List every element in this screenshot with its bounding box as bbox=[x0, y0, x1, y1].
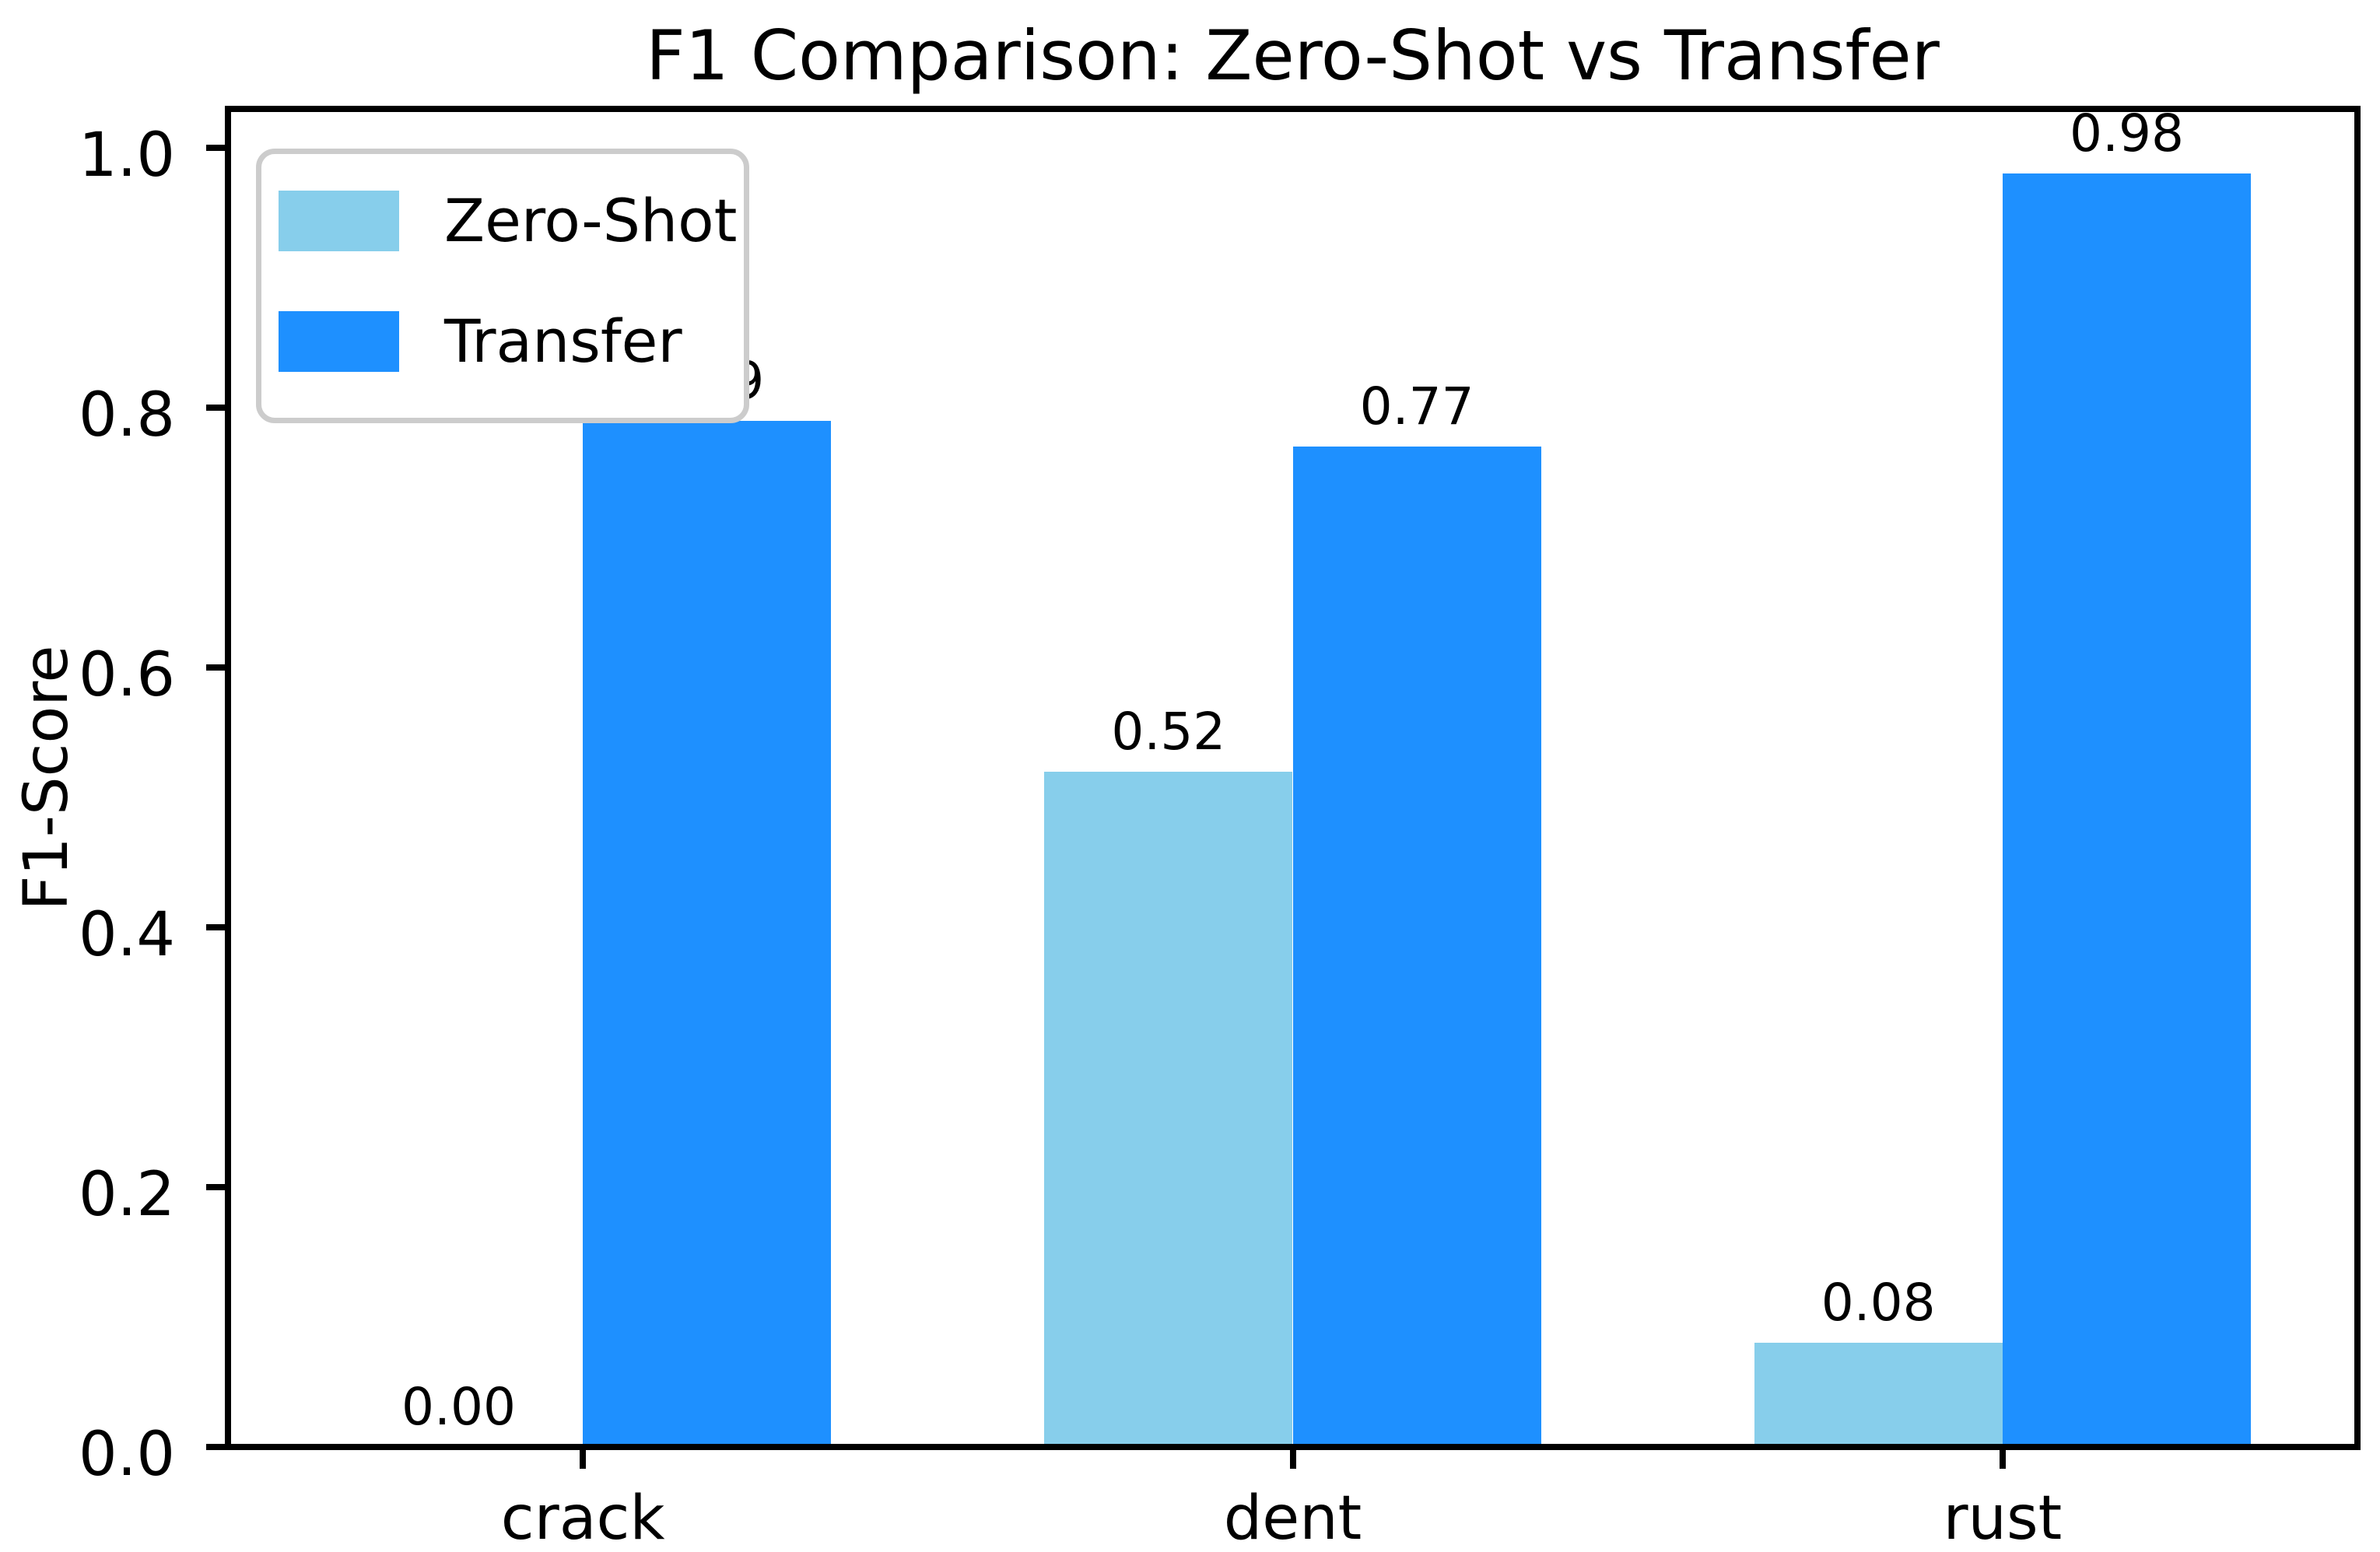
y-tick-label: 0.6 bbox=[78, 640, 175, 711]
bar-transfer-rust bbox=[2002, 173, 2252, 1447]
bar-zero-shot-dent bbox=[1044, 771, 1293, 1447]
legend-label-zero-shot: Zero-Shot bbox=[444, 186, 738, 255]
y-tick-label: 0.2 bbox=[78, 1160, 175, 1231]
y-tick-label: 0.0 bbox=[78, 1420, 175, 1490]
y-tick-mark bbox=[206, 1184, 225, 1191]
bar-value-label: 0.98 bbox=[2070, 103, 2184, 164]
legend-swatch-zero-shot bbox=[279, 191, 399, 251]
bar-value-label: 0.77 bbox=[1359, 377, 1474, 437]
x-tick-label: crack bbox=[500, 1484, 665, 1552]
bar-value-label: 0.08 bbox=[1821, 1273, 1936, 1333]
y-tick-label: 1.0 bbox=[78, 121, 175, 191]
x-tick-mark bbox=[1999, 1450, 2006, 1469]
legend-swatch-transfer bbox=[279, 311, 399, 372]
bar-zero-shot-rust bbox=[1754, 1343, 2003, 1447]
legend-entry-zero-shot: Zero-Shot bbox=[279, 191, 737, 251]
x-tick-label: rust bbox=[1943, 1484, 2063, 1552]
y-tick-mark bbox=[206, 664, 225, 671]
bar-transfer-dent bbox=[1292, 447, 1541, 1447]
y-tick-mark bbox=[206, 145, 225, 152]
legend: Zero-Shot Transfer bbox=[256, 149, 749, 423]
bar-value-label: 0.00 bbox=[401, 1377, 516, 1437]
y-tick-mark bbox=[206, 924, 225, 931]
x-tick-label: dent bbox=[1223, 1484, 1362, 1552]
legend-entry-transfer: Transfer bbox=[279, 311, 682, 372]
chart-title: F1 Comparison: Zero-Shot vs Transfer bbox=[646, 16, 1940, 96]
y-tick-label: 0.4 bbox=[78, 900, 175, 971]
legend-label-transfer: Transfer bbox=[444, 307, 682, 376]
y-tick-mark bbox=[206, 1444, 225, 1450]
x-tick-mark bbox=[1289, 1450, 1296, 1469]
bar-value-label: 0.52 bbox=[1111, 701, 1226, 762]
y-tick-mark bbox=[206, 405, 225, 412]
x-tick-mark bbox=[580, 1450, 587, 1469]
y-tick-label: 0.8 bbox=[78, 380, 175, 451]
bar-transfer-crack bbox=[583, 420, 832, 1447]
